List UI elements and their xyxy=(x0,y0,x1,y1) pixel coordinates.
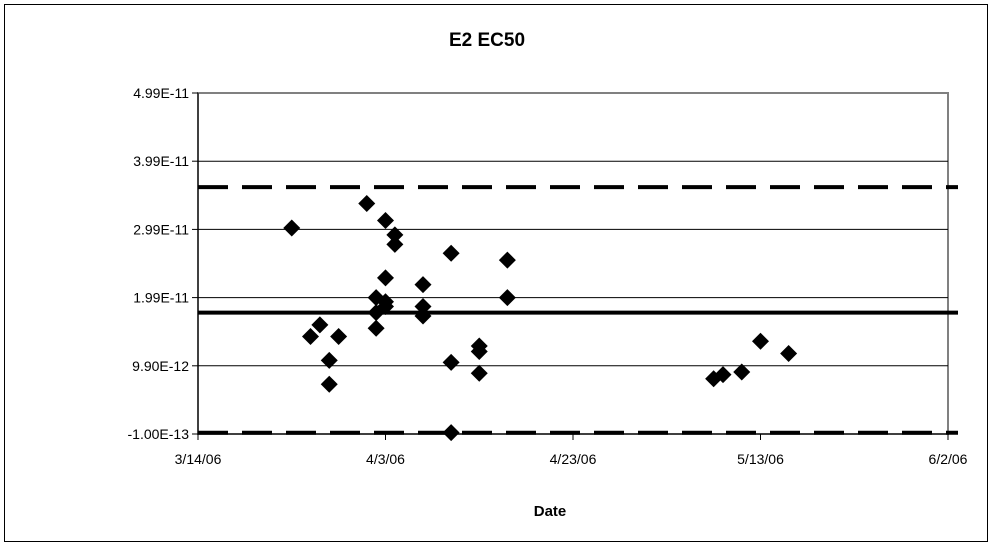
y-tick-label: 9.90E-12 xyxy=(132,358,189,374)
y-tick-label: 1.99E-11 xyxy=(133,290,189,306)
y-tick-label: -1.00E-13 xyxy=(128,426,190,442)
data-point xyxy=(367,319,385,337)
data-point xyxy=(414,307,432,325)
data-point xyxy=(752,332,769,350)
data-point xyxy=(733,363,751,381)
data-point xyxy=(498,289,516,307)
data-point xyxy=(442,424,460,442)
data-point xyxy=(386,226,404,244)
data-point xyxy=(780,345,798,363)
x-axis-title: Date xyxy=(534,503,567,520)
data-points xyxy=(283,194,798,442)
x-tick-label: 4/3/06 xyxy=(366,451,405,467)
data-point xyxy=(320,375,338,393)
chart-title: E2 EC50 xyxy=(449,30,525,51)
data-point xyxy=(470,364,488,382)
plot-area xyxy=(197,92,949,435)
x-tick-label: 4/23/06 xyxy=(550,451,597,467)
data-point xyxy=(283,219,301,237)
data-point xyxy=(377,212,394,230)
x-tick-labels: 3/14/06 4/3/06 4/23/06 5/13/06 6/2/06 xyxy=(175,451,968,467)
y-tick-label: 4.99E-11 xyxy=(133,85,189,101)
gridlines xyxy=(198,160,948,367)
data-point xyxy=(470,342,488,360)
x-tick-label: 5/13/06 xyxy=(737,451,784,467)
data-point xyxy=(414,297,432,315)
data-point xyxy=(330,327,348,345)
data-point xyxy=(377,297,394,315)
x-tick-label: 6/2/06 xyxy=(929,451,968,467)
data-point xyxy=(358,194,376,212)
data-point xyxy=(386,235,404,253)
reference-lines xyxy=(198,185,958,435)
data-point xyxy=(302,327,319,345)
y-tick-labels: -1.00E-13 9.90E-12 1.99E-11 2.99E-11 3.99E-1… xyxy=(128,85,190,442)
data-point xyxy=(442,353,460,371)
y-tick-label: 2.99E-11 xyxy=(133,221,189,237)
y-tick-label: 3.99E-11 xyxy=(133,153,189,169)
x-tick-label: 3/14/06 xyxy=(175,451,222,467)
data-point xyxy=(714,366,732,384)
data-point xyxy=(320,351,338,369)
data-point xyxy=(442,244,460,262)
data-point xyxy=(377,269,394,287)
data-point xyxy=(414,276,432,294)
data-point xyxy=(498,251,516,269)
data-point xyxy=(311,316,329,334)
